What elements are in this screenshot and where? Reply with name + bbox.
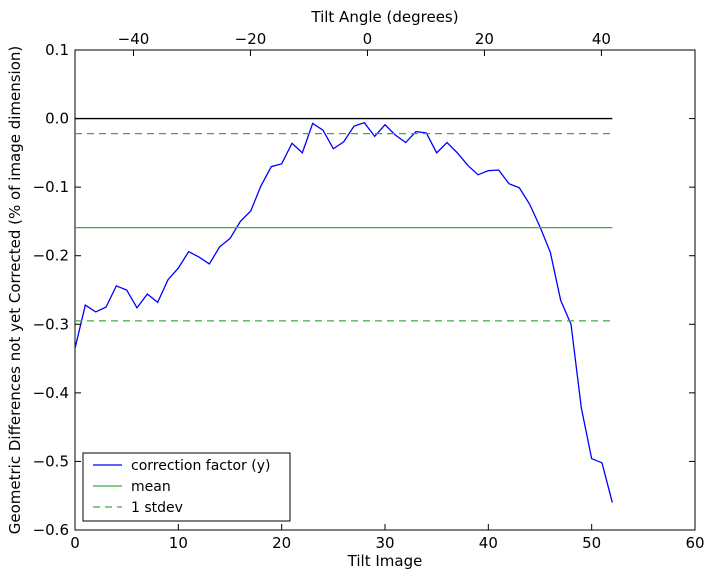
- x-tick-label: 60: [685, 534, 704, 552]
- y-tick-label: −0.6: [33, 521, 69, 539]
- x-tick-label: 40: [479, 534, 498, 552]
- y-axis-title: Geometric Differences not yet Corrected …: [6, 46, 24, 535]
- series-line-0: [74, 121, 613, 503]
- top-tick-label: −40: [118, 30, 150, 48]
- x-tick-label: 50: [582, 534, 601, 552]
- top-axis-ticks: −40 −20 0 20 40: [118, 30, 611, 56]
- legend-box: [82, 452, 291, 522]
- x-tick-label: 10: [169, 534, 188, 552]
- series-layer: [74, 117, 613, 503]
- top-axis-title: Tilt Angle (degrees): [310, 8, 458, 26]
- legend-items: correction factor (y) mean 1 stdev: [93, 458, 270, 516]
- top-tick-label: 40: [592, 30, 611, 48]
- y-tick-label: −0.5: [33, 452, 69, 470]
- legend-label: correction factor (y): [131, 458, 270, 474]
- x-tick-label: 20: [272, 534, 291, 552]
- top-tick-label: 20: [475, 30, 494, 48]
- y-axis-ticks: 0.1 0.0 −0.1 −0.2 −0.3 −0.4 −0.5 −0.6: [33, 41, 695, 539]
- y-tick-label: −0.3: [33, 315, 69, 333]
- y-tick-label: −0.1: [33, 178, 69, 196]
- legend-label: mean: [131, 479, 171, 495]
- x-axis-title: Tilt Image: [347, 552, 423, 570]
- top-tick-label: −20: [235, 30, 267, 48]
- y-tick-label: −0.4: [33, 384, 69, 402]
- x-axis-ticks: 0 10 20 30 40 50 60: [70, 524, 705, 552]
- y-tick-label: 0.0: [45, 110, 69, 128]
- x-tick-label: 30: [375, 534, 394, 552]
- y-tick-label: −0.2: [33, 247, 69, 265]
- plot-area: [74, 49, 696, 531]
- legend: correction factor (y) mean 1 stdev: [82, 452, 291, 522]
- y-tick-label: 0.1: [45, 41, 69, 59]
- legend-label: 1 stdev: [131, 500, 183, 516]
- x-tick-label: 0: [70, 534, 80, 552]
- top-tick-label: 0: [363, 30, 373, 48]
